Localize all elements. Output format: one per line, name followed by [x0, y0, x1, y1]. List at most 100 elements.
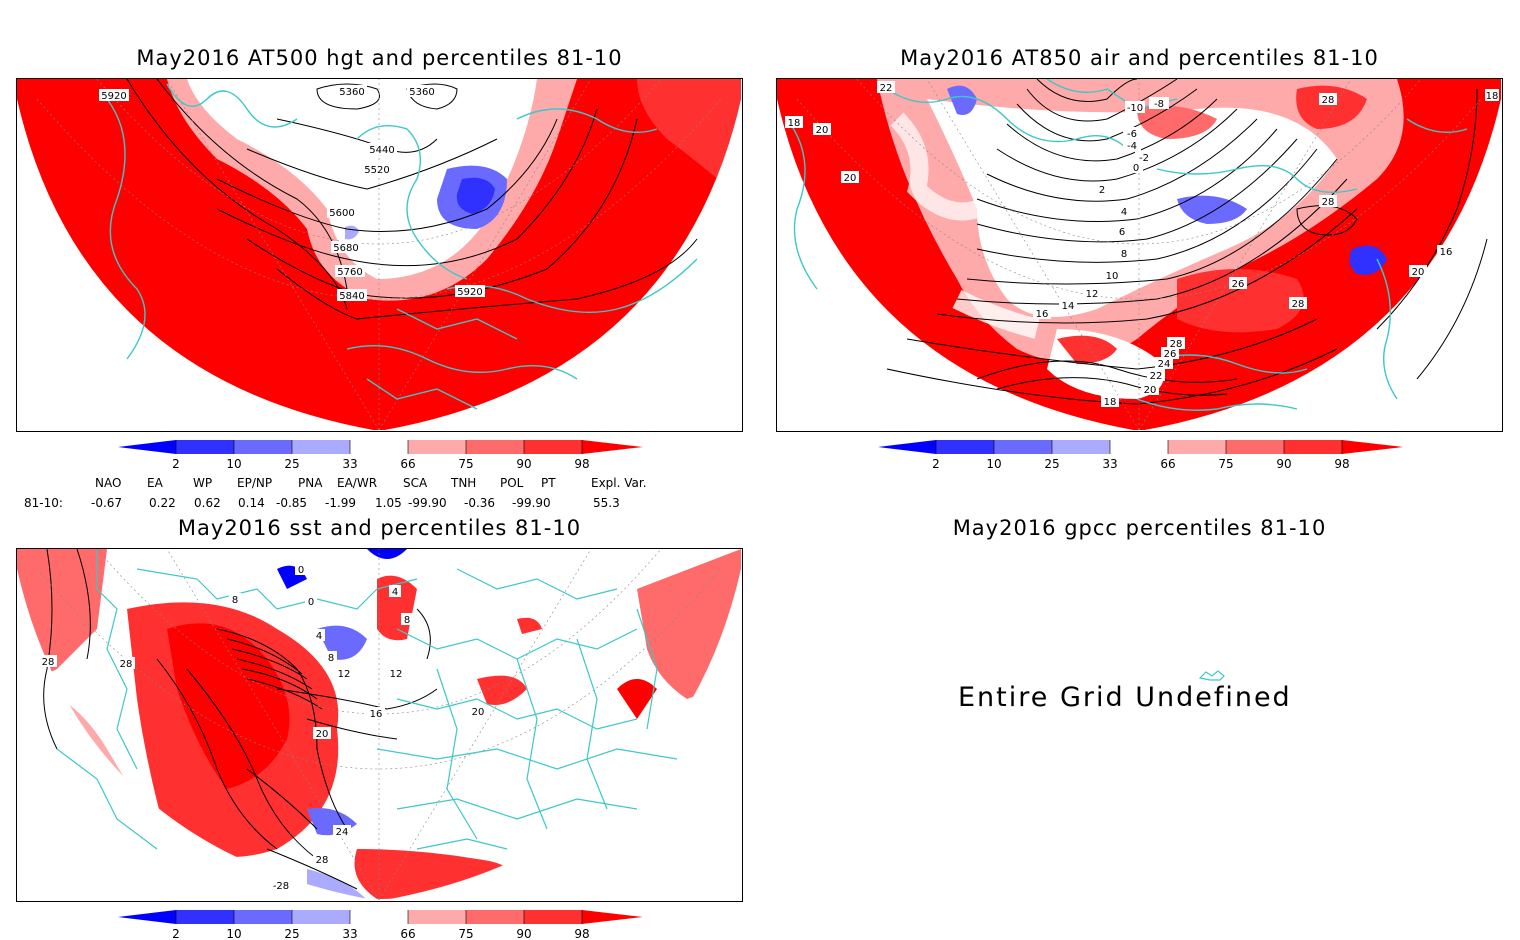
cb-label: 98 — [574, 927, 589, 940]
cb-label: 10 — [986, 457, 1001, 471]
air-contour-label: 2 — [1095, 183, 1109, 196]
svg-text:24: 24 — [336, 827, 349, 838]
sst-contour-label: 4 — [313, 629, 325, 642]
cb-label: 33 — [342, 927, 357, 940]
air-contour-label: 8 — [1117, 247, 1131, 260]
air-contour-label: 20 — [841, 171, 859, 184]
teleconnection-value: -1.99 — [325, 496, 357, 510]
air-contour-label: 18 — [1101, 395, 1119, 408]
teleconnection-value: -0.36 — [464, 496, 496, 510]
air-contour-label: 28 — [1167, 337, 1185, 350]
svg-text:2: 2 — [1099, 185, 1105, 196]
cb-label: 90 — [516, 927, 531, 940]
svg-text:4: 4 — [1121, 207, 1127, 218]
svg-text:28: 28 — [1322, 95, 1335, 106]
teleconnection-header: EP/NP — [237, 476, 273, 490]
cb-label: 25 — [1044, 457, 1059, 471]
hgt-panel-title: May2016 AT500 hgt and percentiles 81-10 — [136, 46, 623, 70]
sst-contour-label: 28 — [39, 655, 57, 668]
cb-label: 2 — [932, 457, 940, 471]
air-contour-label: 20 — [813, 123, 831, 136]
svg-text:5520: 5520 — [364, 165, 389, 176]
svg-text:20: 20 — [816, 125, 829, 136]
air-contour-label: 20 — [1409, 265, 1427, 278]
svg-text:16: 16 — [1036, 309, 1049, 320]
air-contour-label: -2 — [1135, 151, 1153, 164]
sst-colorbar-svg: 2 10 25 33 66 75 90 98 — [118, 910, 643, 940]
teleconnection-value: 1.05 — [375, 496, 402, 510]
svg-text:6: 6 — [1119, 227, 1125, 238]
svg-text:18: 18 — [1104, 397, 1117, 408]
svg-text:-2: -2 — [1139, 153, 1149, 164]
svg-text:5760: 5760 — [337, 267, 362, 278]
teleconnection-header: PT — [541, 476, 556, 490]
svg-text:22: 22 — [1150, 371, 1163, 382]
air-contour-label: 24 — [1155, 357, 1173, 370]
svg-text:8: 8 — [232, 595, 238, 606]
air-map: -10 -8 -6 -4 -2 0 2 4 6 8 10 12 14 16 18… — [776, 78, 1503, 432]
svg-text:5360: 5360 — [339, 87, 364, 98]
svg-text:5920: 5920 — [101, 91, 126, 102]
cb-label: 2 — [172, 927, 180, 940]
svg-text:28: 28 — [1292, 299, 1305, 310]
gpcc-coast-fragment — [1198, 670, 1225, 681]
hgt-map-svg: 5360 5360 5440 5520 5600 5680 5760 5840 … — [17, 79, 741, 430]
sst-contour-label: 24 — [333, 825, 351, 838]
air-contour-label: 22 — [877, 81, 895, 94]
svg-text:5840: 5840 — [339, 291, 364, 302]
teleconnection-header: SCA — [403, 476, 428, 490]
air-contour-label: 4 — [1117, 205, 1131, 218]
teleconnection-value: -99.90 — [512, 496, 551, 510]
cb-label: 98 — [1334, 457, 1349, 471]
cb-label: 90 — [516, 457, 531, 471]
teleconnection-value: -0.67 — [91, 496, 123, 510]
sst-contour-label: 0 — [295, 563, 307, 576]
air-contour-label: 16 — [1033, 307, 1051, 320]
cb-label: 75 — [1218, 457, 1233, 471]
air-colorbar: 2 10 25 33 66 75 90 98 — [878, 438, 1403, 471]
cb-label: 90 — [1276, 457, 1291, 471]
svg-text:5360: 5360 — [409, 87, 434, 98]
cb-label: 66 — [1160, 457, 1175, 471]
teleconnection-header: EA/WR — [337, 476, 378, 490]
teleconnection-value: 0.62 — [194, 496, 221, 510]
svg-text:8: 8 — [328, 653, 334, 664]
svg-text:26: 26 — [1232, 279, 1245, 290]
cb-label: 10 — [226, 927, 241, 940]
svg-text:-10: -10 — [1127, 103, 1143, 114]
air-contour-label: 28 — [1319, 195, 1337, 208]
sst-contour-label: 28 — [117, 657, 135, 670]
sst-panel-title: May2016 sst and percentiles 81-10 — [177, 516, 582, 540]
sst-contour-label: 16 — [367, 707, 385, 720]
air-contour-label: 14 — [1059, 299, 1077, 312]
svg-text:18: 18 — [1486, 91, 1499, 102]
sst-contour-label: -28 — [269, 879, 293, 892]
sst-contour-label: 12 — [335, 667, 353, 680]
sst-map-svg: 0 0 4 4 8 8 8 12 12 16 20 20 24 28 28 28… — [17, 549, 741, 900]
svg-text:20: 20 — [472, 707, 485, 718]
cb-label: 25 — [284, 927, 299, 940]
teleconnection-value: -99.90 — [408, 496, 447, 510]
air-colorbar-svg: 2 10 25 33 66 75 90 98 — [878, 440, 1403, 471]
teleconnection-header: Expl. Var. — [591, 476, 647, 490]
cb-label: 33 — [1102, 457, 1117, 471]
hgt-colorbar: 2 10 25 33 66 75 90 98 — [118, 438, 643, 471]
svg-text:28: 28 — [1322, 197, 1335, 208]
hgt-contour-label: 5440 — [367, 143, 397, 156]
teleconnection-header: EA — [147, 476, 163, 490]
svg-text:24: 24 — [1158, 359, 1171, 370]
svg-text:5680: 5680 — [333, 243, 358, 254]
hgt-contour-label: 5360 — [337, 85, 367, 98]
air-contour-label: 22 — [1147, 369, 1165, 382]
svg-text:10: 10 — [1106, 271, 1119, 282]
air-contour-label: -6 — [1123, 127, 1141, 140]
svg-text:4: 4 — [392, 587, 398, 598]
teleconnection-header: PNA — [298, 476, 323, 490]
sst-contour-label: 12 — [387, 667, 405, 680]
teleconnection-header: WP — [193, 476, 213, 490]
teleconnection-header: NAO — [95, 476, 122, 490]
svg-text:5440: 5440 — [369, 145, 394, 156]
svg-text:26: 26 — [1164, 349, 1177, 360]
sst-contour-label: 8 — [325, 651, 337, 664]
svg-text:0: 0 — [308, 597, 314, 608]
